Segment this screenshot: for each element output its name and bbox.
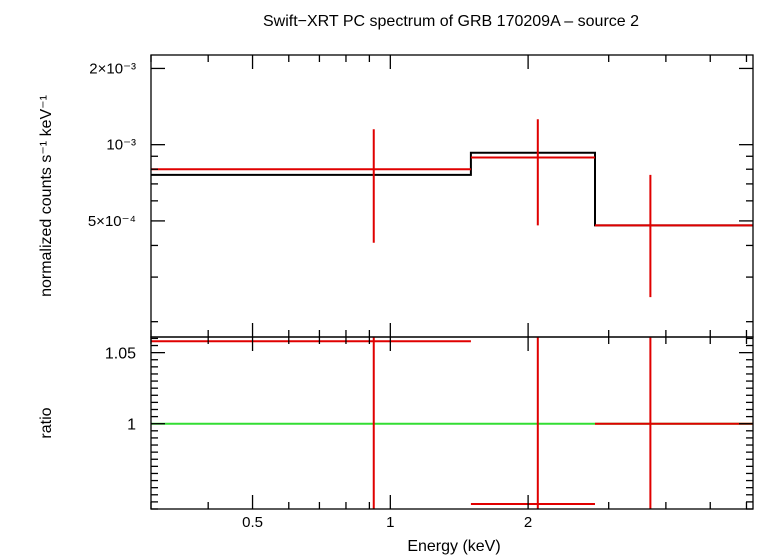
spectrum-panel-frame [150,54,754,338]
spectrum-panel: 2×10⁻³ 10⁻³ 5×10⁻⁴ normalized counts s⁻¹ k… [38,54,754,338]
ratio-y-tick-label-0: 1.05 [105,346,136,363]
spectrum-y-tick-label-1: 10⁻³ [106,137,136,154]
chart-title: Swift−XRT PC spectrum of GRB 170209A – s… [263,13,639,30]
ratio-ticks [150,337,753,510]
x-tick-label-0: 0.5 [242,514,263,531]
data-points [151,119,753,298]
spectrum-y-tick-label-2: 5×10⁻⁴ [88,213,136,230]
x-tick-label-1: 1 [386,514,394,531]
ratio-panel: 1.05 1 ratio [38,336,754,510]
x-tick-label-2: 2 [524,514,532,531]
spectrum-ticks [150,55,753,337]
spectrum-y-tick-labels: 2×10⁻³ 10⁻³ 5×10⁻⁴ [88,60,136,229]
x-axis-label: Energy (keV) [407,538,500,555]
model-line [151,151,753,227]
spectrum-y-axis-label: normalized counts s⁻¹ keV⁻¹ [38,95,55,297]
model-step-line [151,151,753,227]
ratio-points [151,337,753,509]
ratio-y-axis-label: ratio [38,407,55,438]
x-tick-labels: 0.5 1 2 [242,514,532,531]
ratio-y-tick-labels: 1.05 1 [105,346,136,434]
ratio-y-tick-label-1: 1 [127,417,136,434]
spectrum-y-tick-label-0: 2×10⁻³ [89,60,136,77]
ratio-panel-frame [150,336,754,510]
